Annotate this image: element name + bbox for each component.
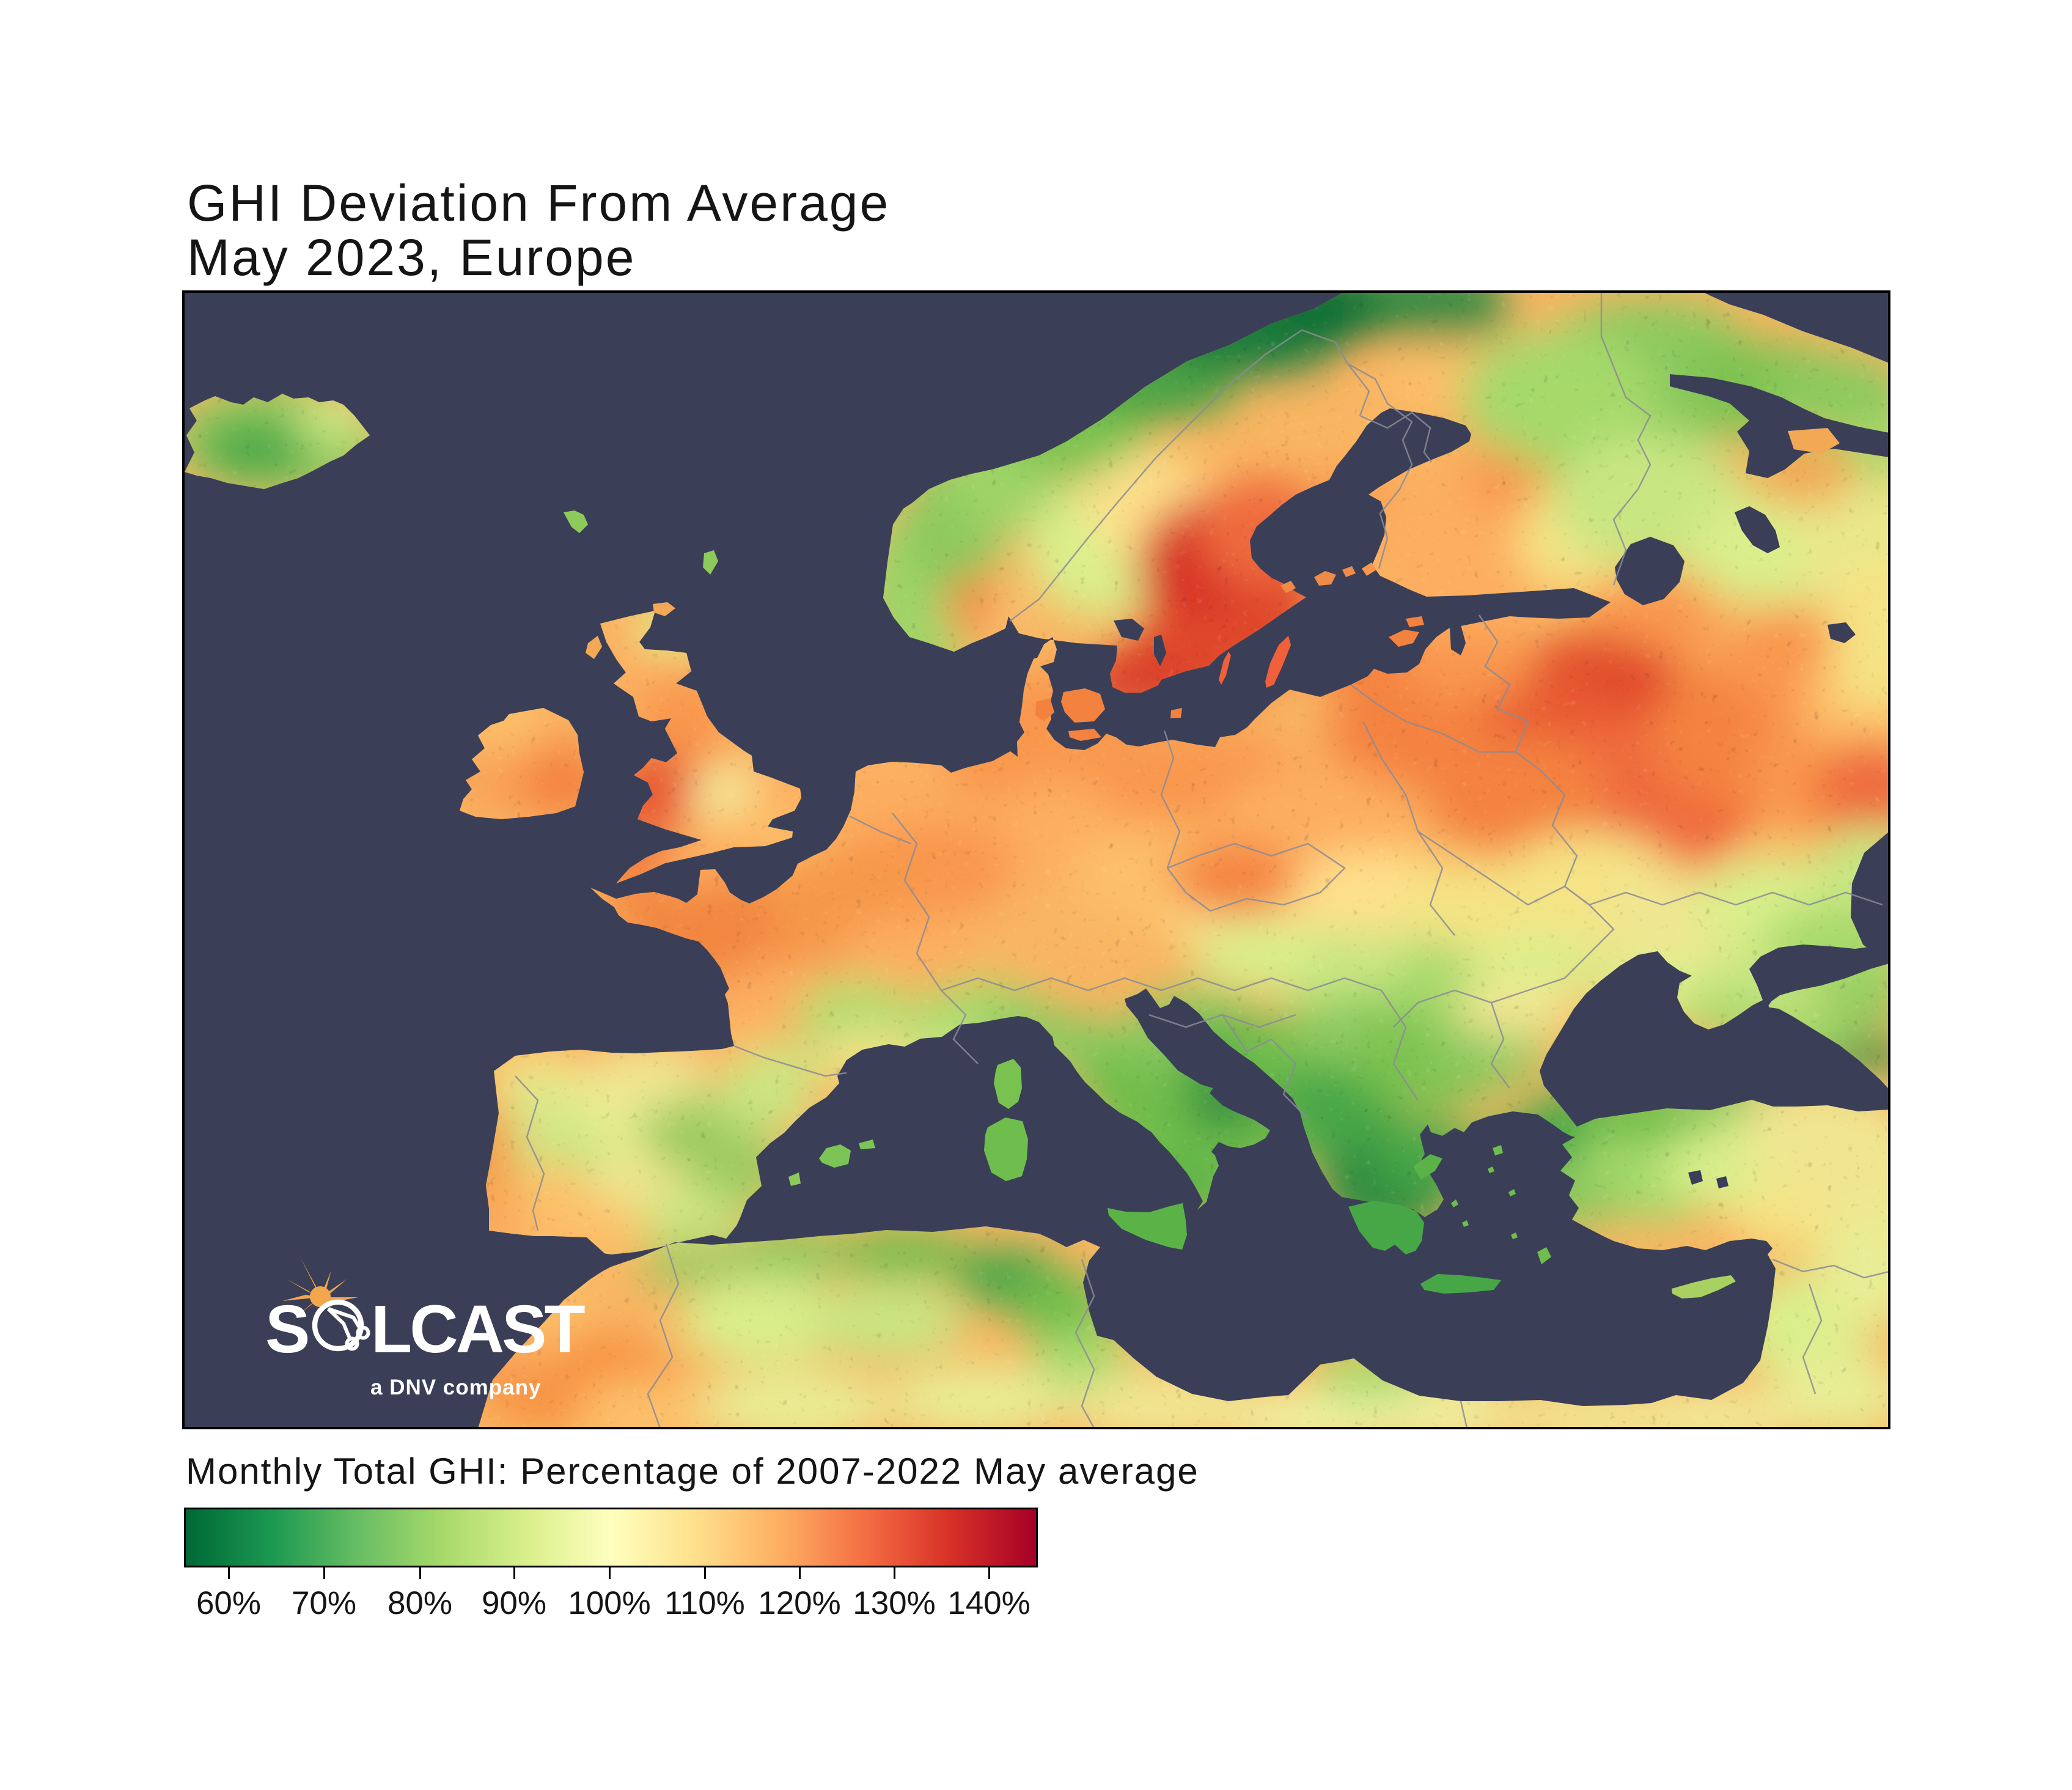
svg-text:LCAST: LCAST xyxy=(371,1292,585,1367)
svg-text:S: S xyxy=(265,1292,310,1367)
svg-text:a DNV company: a DNV company xyxy=(370,1376,541,1399)
